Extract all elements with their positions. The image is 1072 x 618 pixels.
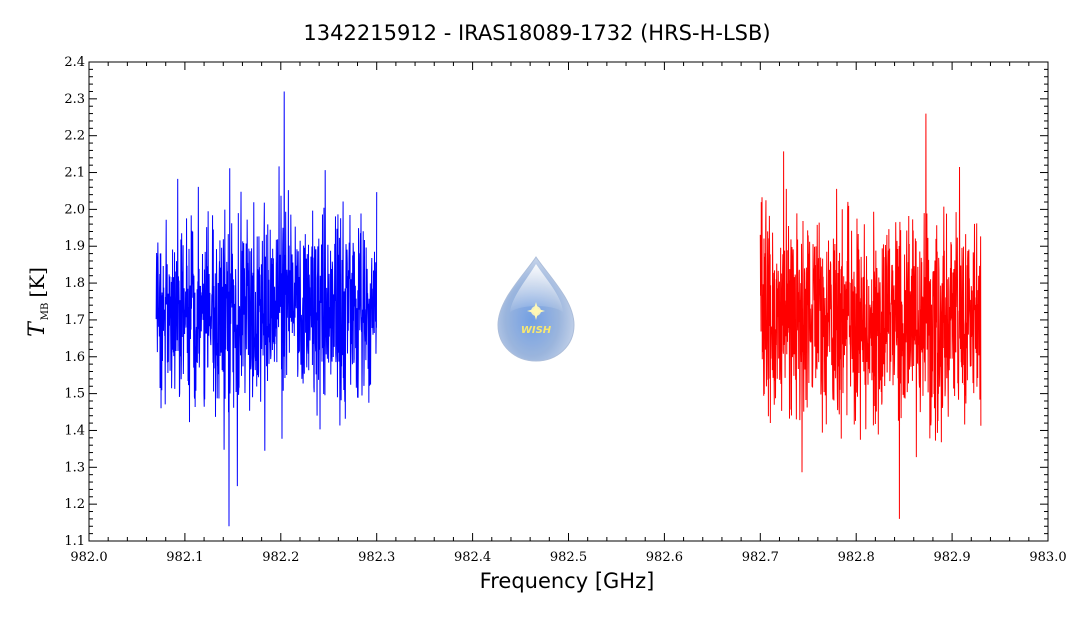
y-tick-label: 1.6 <box>64 350 85 365</box>
y-tick-label: 1.9 <box>64 239 85 254</box>
x-tick-label: 982.9 <box>933 550 970 565</box>
y-tick-label: 2.1 <box>64 166 85 181</box>
wish-logo: WISH <box>497 256 575 362</box>
x-tick-label: 982.6 <box>646 550 683 565</box>
spectrum-series-1 <box>155 91 378 527</box>
chart-title: 1342215912 - IRAS18089-1732 (HRS-H-LSB) <box>303 21 770 45</box>
y-tick-label: 1.3 <box>64 460 85 475</box>
y-tick-label: 1.8 <box>64 276 85 291</box>
spectrum-series-2 <box>759 113 982 519</box>
x-tick-label: 982.2 <box>262 550 299 565</box>
svg-text:TMB[K]: TMB [K] <box>25 267 51 337</box>
y-tick-label: 2.2 <box>64 129 85 144</box>
y-axis-unit: [K] <box>25 267 49 298</box>
y-tick-label: 1.4 <box>64 423 85 438</box>
drop-highlight <box>510 264 563 312</box>
y-tick-label: 2.0 <box>64 202 85 217</box>
y-axis-label: TMB [K] <box>25 267 51 337</box>
x-tick-label: 982.8 <box>838 550 875 565</box>
y-tick-label: 2.3 <box>64 92 85 107</box>
y-tick-label: 1.7 <box>64 313 85 328</box>
y-tick-label: 1.1 <box>64 534 85 549</box>
y-tick-label: 2.4 <box>64 55 85 70</box>
ticks-layer <box>88 61 1049 542</box>
x-tick-label: 982.0 <box>70 550 107 565</box>
x-axis-label: Frequency [GHz] <box>480 569 655 593</box>
y-tick-label: 1.2 <box>64 497 85 512</box>
x-tick-label: 982.3 <box>358 550 395 565</box>
x-tick-label: 983.0 <box>1029 550 1066 565</box>
y-tick-labels: 1.1 1.2 1.3 1.4 1.5 1.6 1.7 1.8 1.9 2.0 2.1 2.2 2.3 2… <box>64 55 85 549</box>
y-tick-label: 1.5 <box>64 387 85 402</box>
x-tick-label: 982.5 <box>550 550 587 565</box>
series-layer <box>155 91 982 527</box>
star-icon <box>527 302 545 320</box>
y-axis-symbol: T <box>25 320 50 337</box>
y-axis-subscript: MB <box>40 303 51 321</box>
logo-text: WISH <box>521 325 552 336</box>
x-tick-labels: 982.0 982.1 982.2 982.3 982.4 982.5 982.6 982.7… <box>70 550 1066 565</box>
x-tick-label: 982.7 <box>742 550 779 565</box>
x-tick-label: 982.1 <box>166 550 203 565</box>
x-tick-label: 982.4 <box>454 550 491 565</box>
